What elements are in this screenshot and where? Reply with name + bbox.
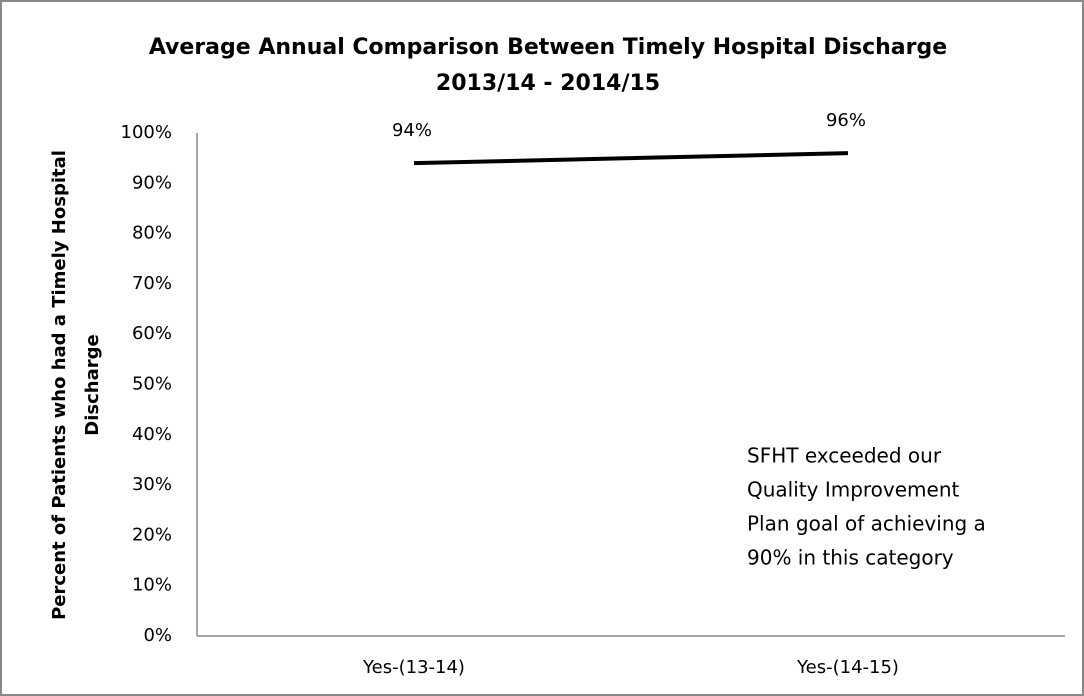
y-axis-title-line: Percent of Patients who had a Timely Hos… xyxy=(49,150,70,620)
line xyxy=(413,151,849,166)
annotation: SFHT exceeded our xyxy=(747,444,942,468)
y-axis-title: Percent of Patients who had a Timely Hos… xyxy=(49,150,103,620)
y-axis-title-line: Discharge xyxy=(82,334,103,435)
y-tick-label: 60% xyxy=(132,323,172,344)
x-tick-label: Yes-(13-14) xyxy=(362,657,465,678)
data-label: 94% xyxy=(392,120,432,141)
y-tick-label: 10% xyxy=(132,575,172,596)
y-tick-label: 20% xyxy=(132,524,172,545)
y-tick-label: 90% xyxy=(132,172,172,193)
chart-title: Average Annual Comparison Between Timely… xyxy=(149,35,947,60)
y-tick-label: 70% xyxy=(132,273,172,294)
y-tick-label: 30% xyxy=(132,474,172,495)
chart-title: 2013/14 - 2014/15 xyxy=(436,71,660,96)
y-tick-label: 100% xyxy=(121,122,172,143)
y-tick-label: 40% xyxy=(132,424,172,445)
y-tick-label: 80% xyxy=(132,223,172,244)
y-tick-label: 0% xyxy=(143,625,172,646)
x-tick-label: Yes-(14-15) xyxy=(796,657,899,678)
annotation: 90% in this category xyxy=(747,546,954,570)
y-tick-label: 50% xyxy=(132,374,172,395)
annotation: Quality Improvement xyxy=(747,478,960,502)
annotation: Plan goal of achieving a xyxy=(747,512,986,536)
data-label: 96% xyxy=(826,110,866,131)
